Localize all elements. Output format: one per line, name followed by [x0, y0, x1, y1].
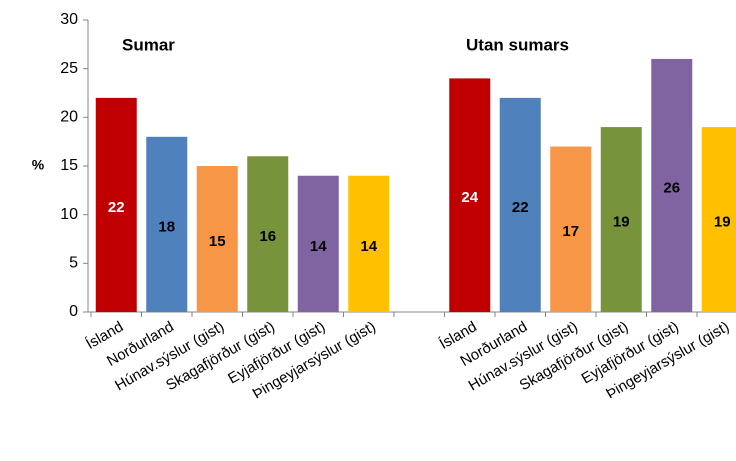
bar [247, 156, 289, 312]
y-tick-label: 0 [69, 303, 78, 320]
value-label: 16 [259, 228, 276, 245]
bar [701, 127, 736, 312]
bar [348, 175, 390, 312]
value-label: 19 [613, 214, 630, 231]
bar [146, 136, 188, 312]
y-tick-label: 10 [60, 206, 78, 223]
value-label: 26 [663, 179, 680, 196]
value-label: 24 [461, 189, 478, 206]
value-label: 17 [562, 223, 579, 240]
value-label: 22 [108, 199, 125, 216]
y-tick-label: 30 [60, 11, 78, 28]
y-axis-label: % [32, 157, 45, 173]
bar [196, 166, 238, 312]
value-label: 15 [209, 233, 226, 250]
group-label: Sumar [122, 35, 175, 54]
value-label: 14 [310, 238, 327, 255]
value-label: 18 [158, 218, 175, 235]
bar [600, 127, 642, 312]
bar [499, 97, 541, 312]
bar [95, 97, 137, 312]
bar [297, 175, 339, 312]
bar [550, 146, 592, 312]
y-tick-label: 15 [60, 157, 78, 174]
bar [449, 78, 491, 313]
y-tick-label: 5 [69, 255, 78, 272]
value-label: 22 [512, 199, 529, 216]
value-label: 14 [360, 238, 377, 255]
y-tick-label: 20 [60, 109, 78, 126]
y-tick-label: 25 [60, 60, 78, 77]
value-label: 19 [714, 214, 731, 231]
bar [651, 58, 693, 312]
group-label: Utan sumars [466, 35, 569, 54]
